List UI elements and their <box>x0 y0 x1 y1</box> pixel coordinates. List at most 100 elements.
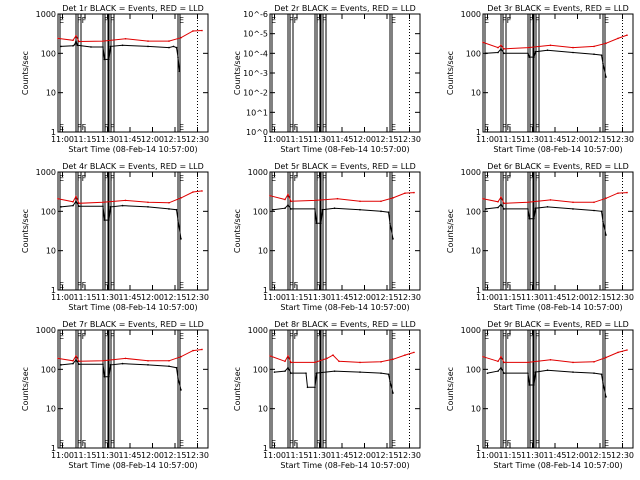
x-tick-label: 11:15 <box>73 451 96 460</box>
series-point <box>503 372 505 374</box>
marker-label: F <box>529 16 534 25</box>
series-point <box>387 211 390 214</box>
y-tick-label: 100 <box>253 365 268 374</box>
x-tick-label: 11:45 <box>543 293 566 302</box>
series-point <box>359 208 361 211</box>
x-tick-label: 11:45 <box>118 135 141 144</box>
x-tick-label: 11:30 <box>308 293 331 302</box>
series-point <box>404 354 406 356</box>
y-tick-label: 10 <box>471 405 481 414</box>
series-point <box>534 207 537 210</box>
series-point <box>102 205 104 208</box>
series-point <box>168 201 170 204</box>
series-point <box>593 361 595 363</box>
series-point <box>192 30 194 32</box>
series-point <box>605 234 607 236</box>
y-tick-label: 10^1 <box>246 108 268 117</box>
series-point <box>102 40 104 42</box>
marker-label: FF <box>289 123 299 132</box>
series-point <box>178 70 181 73</box>
y-tick-label: 10 <box>471 247 481 256</box>
y-tick-label: 1000 <box>461 168 481 177</box>
series-point <box>500 196 502 198</box>
series-point <box>290 361 292 364</box>
series-point <box>605 396 607 398</box>
series-point <box>500 44 502 47</box>
marker-label: FF <box>77 16 87 25</box>
marker-label: F <box>110 332 115 341</box>
series-point <box>546 49 549 52</box>
marker-label: FF <box>77 123 87 132</box>
series-point <box>78 360 80 363</box>
series-point <box>617 192 619 194</box>
marker-label: E <box>604 281 609 290</box>
series-point <box>284 360 286 363</box>
series-line <box>60 200 182 239</box>
marker-label: E <box>271 439 276 448</box>
marker-label: FF <box>502 281 512 290</box>
x-tick-label: 11:15 <box>73 293 96 302</box>
marker-label: F <box>316 123 321 132</box>
series-point <box>72 359 74 362</box>
series-point <box>192 191 194 193</box>
y-tick-label: 10^-6 <box>243 10 268 19</box>
marker-label: E <box>391 332 396 341</box>
x-tick-label: 11:15 <box>498 451 521 460</box>
series-point <box>201 29 203 32</box>
marker-label: F <box>110 174 115 183</box>
series-point <box>572 46 574 49</box>
series-point <box>57 357 59 360</box>
y-tick-label: 1 <box>51 128 56 137</box>
series-point <box>626 349 628 351</box>
series-line <box>60 39 180 72</box>
marker-label: FF <box>502 332 512 341</box>
series-point <box>546 206 549 208</box>
series-line <box>487 366 607 397</box>
series-point <box>314 361 316 364</box>
x-tick-label: 11:00 <box>476 135 499 144</box>
series-point <box>180 197 182 199</box>
panel-title: Det 6r BLACK = Events, RED = LLD <box>487 162 629 171</box>
series-point <box>572 361 574 364</box>
series-point <box>387 373 390 376</box>
series-point <box>486 372 489 374</box>
series-point <box>593 372 595 374</box>
marker-label: F <box>104 16 109 25</box>
series-point <box>102 201 104 204</box>
x-tick-label: 11:15 <box>285 293 308 302</box>
series-point <box>503 202 505 205</box>
series-point <box>78 202 80 205</box>
x-tick-label: 11:15 <box>285 451 308 460</box>
x-tick-label: 11:00 <box>476 293 499 302</box>
series-point <box>177 377 179 379</box>
series-point <box>108 58 110 61</box>
y-tick-label: 1 <box>51 286 56 295</box>
x-tick-label: 11:30 <box>308 451 331 460</box>
marker-label: E <box>271 332 276 341</box>
marker-label: FF <box>77 281 87 290</box>
series-point <box>404 192 406 194</box>
series-point <box>72 39 74 42</box>
marker-label: E <box>59 16 64 25</box>
y-tick-label: 1 <box>476 286 481 295</box>
series-point <box>121 362 124 365</box>
marker-label: F <box>110 439 115 448</box>
series-point <box>503 208 505 210</box>
y-axis-label: Counts/sec <box>21 367 30 411</box>
marker-label: FF <box>77 439 87 448</box>
y-tick-label: 100 <box>466 49 481 58</box>
y-tick-label: 100 <box>41 49 56 58</box>
series-point <box>593 209 595 212</box>
y-axis-label: Counts/sec <box>21 51 30 95</box>
series-point <box>315 222 318 224</box>
series-point <box>284 207 286 210</box>
series-point <box>392 392 394 394</box>
series-point <box>109 364 112 366</box>
series-point <box>593 201 595 204</box>
series-point <box>500 366 502 369</box>
series-point <box>497 200 499 203</box>
series-point <box>485 208 487 210</box>
x-tick-label: 12:15 <box>375 135 398 144</box>
marker-label: E <box>604 439 609 448</box>
y-axis-label: Counts/sec <box>21 209 30 253</box>
